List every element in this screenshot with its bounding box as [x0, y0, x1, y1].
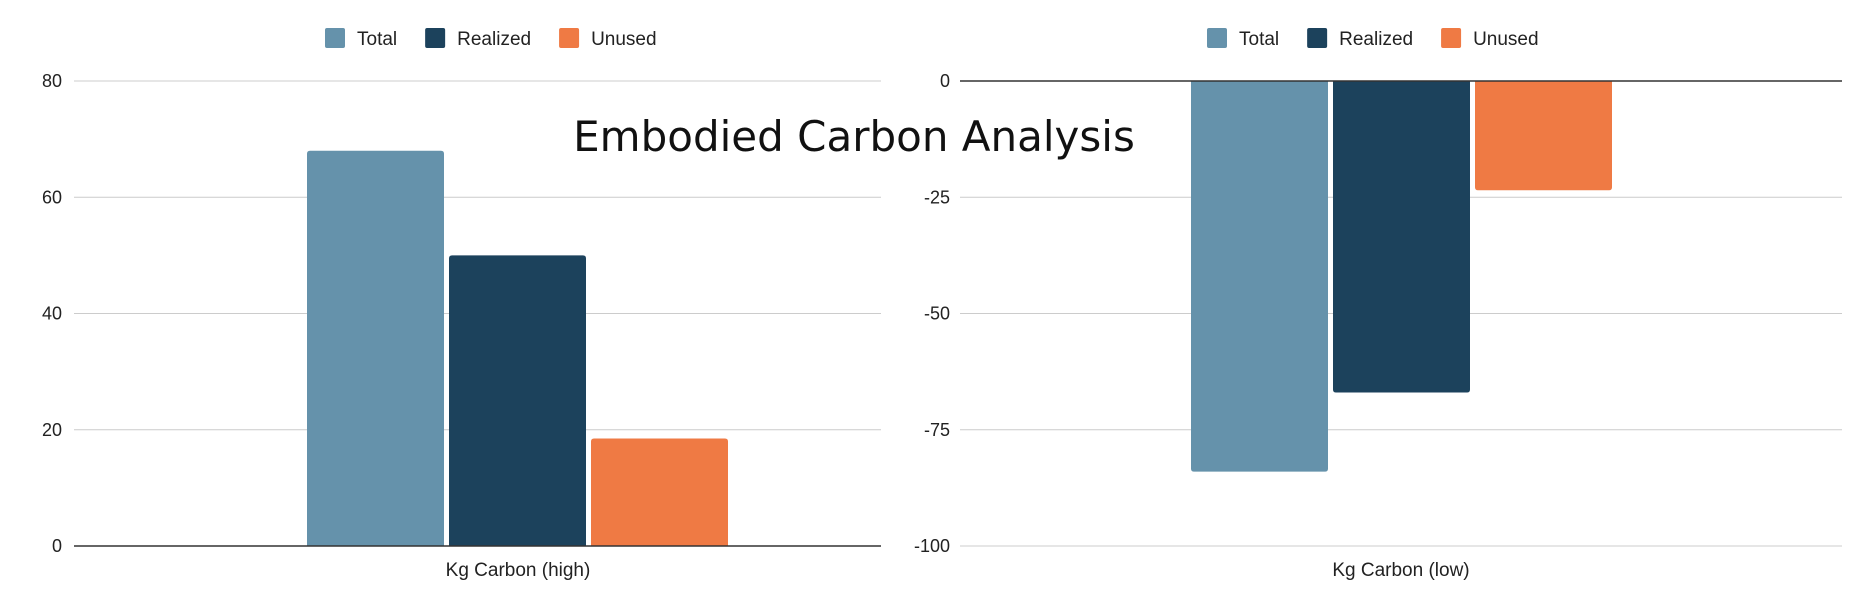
legend-label: Total [1239, 29, 1279, 50]
chart-panel-high: 80 60 40 20 0 Kg Carbon (high) Total Realized Un… [42, 28, 881, 581]
legend: Total Realized Unused [325, 28, 657, 50]
legend-swatch-total [1207, 28, 1227, 48]
legend-label: Realized [457, 29, 531, 50]
legend: Total Realized Unused [1207, 28, 1539, 50]
y-tick-label: -50 [924, 304, 950, 324]
legend-swatch-unused [1441, 28, 1462, 48]
bar-total [307, 150, 444, 546]
legend-label: Total [357, 29, 397, 50]
y-tick-label: -100 [914, 536, 950, 556]
chart-title: Embodied Carbon Analysis [573, 112, 1135, 161]
y-tick-label: -75 [924, 420, 950, 440]
legend-swatch-realized [425, 28, 446, 48]
y-tick-label: 20 [42, 420, 62, 440]
legend-swatch-unused [559, 28, 580, 48]
y-tick-label: -25 [924, 187, 950, 207]
legend-swatch-realized [1307, 28, 1328, 48]
legend-label: Unused [1473, 29, 1539, 50]
x-category-label: Kg Carbon (low) [1332, 560, 1469, 581]
y-tick-label: 0 [940, 71, 950, 91]
legend-swatch-total [325, 28, 345, 48]
legend-label: Unused [591, 29, 657, 50]
bar-realized [1333, 81, 1470, 393]
bar-unused [591, 438, 728, 546]
y-tick-label: 60 [42, 187, 62, 207]
y-tick-label: 0 [52, 536, 62, 556]
bar-realized [449, 255, 586, 546]
y-tick-label: 40 [42, 304, 62, 324]
y-tick-label: 80 [42, 71, 62, 91]
x-category-label: Kg Carbon (high) [446, 560, 591, 581]
bar-unused [1475, 81, 1612, 191]
bar-total [1191, 81, 1328, 472]
chart-panel-low: 0 -25 -50 -75 -100 Kg Carbon (low) Total Realiz… [914, 28, 1842, 581]
legend-label: Realized [1339, 29, 1413, 50]
